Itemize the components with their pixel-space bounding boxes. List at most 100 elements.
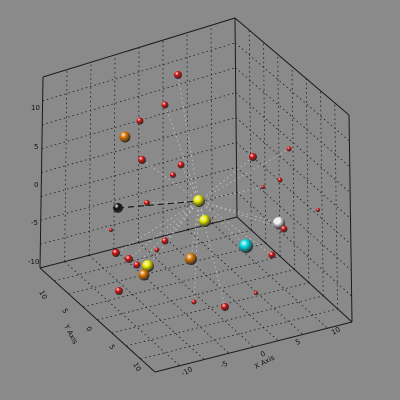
grid-line (83, 255, 281, 308)
grid-line (113, 248, 230, 354)
red-sphere-23 (109, 228, 113, 232)
red-sphere-15 (154, 247, 160, 253)
grid-line (88, 62, 92, 256)
red-sphere-16 (112, 249, 120, 257)
connector-line (128, 200, 200, 260)
x-tick-label: 10 (330, 326, 342, 337)
grid-line (64, 69, 68, 262)
hub-sphere (193, 195, 205, 207)
connector-line (164, 104, 200, 202)
y-tick-label: 10 (37, 289, 48, 301)
connector-layer (115, 74, 290, 308)
x-tick-label: -5 (219, 359, 229, 369)
cyan-sphere (239, 239, 253, 253)
connector-line (115, 200, 200, 254)
connector-line (198, 200, 285, 230)
red-sphere-13 (268, 251, 276, 259)
grid-line (42, 67, 236, 126)
x-tick-label: -10 (180, 365, 194, 377)
z-tick-label: 5 (34, 143, 38, 151)
z-tick-label: -5 (31, 219, 38, 227)
frame-edge (39, 267, 156, 373)
connector-line (198, 200, 247, 247)
grid-line (113, 54, 116, 249)
grid-line (235, 142, 352, 245)
y-axis-title: Y Axis (62, 322, 80, 346)
connector-line (141, 159, 200, 202)
grid-line (235, 67, 351, 168)
grid-line (138, 47, 140, 243)
y-tick-label: 10 (131, 361, 142, 373)
grid-layer (40, 25, 352, 367)
red-sphere-20 (221, 303, 229, 311)
grid-line (291, 66, 295, 270)
red-sphere-4 (138, 156, 146, 164)
x-tick-label: 5 (294, 338, 302, 347)
grid-line (138, 242, 254, 348)
frame-edge (154, 321, 353, 373)
grid-line (111, 282, 309, 334)
grid-line (210, 25, 213, 224)
grid-line (68, 242, 266, 295)
grid-line (41, 117, 237, 173)
y-axis-ticks: 10 5 0 5 10 Y Axis (37, 289, 142, 373)
grid-line (235, 117, 351, 219)
connector-line (198, 200, 273, 256)
y-tick-label: 5 (60, 307, 69, 315)
red-sphere-5 (177, 161, 185, 169)
connector-line (198, 156, 254, 202)
frame-layer (39, 17, 353, 373)
red-sphere-9 (277, 177, 283, 183)
connector-line (177, 74, 200, 202)
frame-edge (39, 76, 44, 269)
y-tick-label: 0 (84, 325, 93, 333)
red-sphere-21 (191, 299, 197, 305)
connector-line (198, 148, 290, 202)
frame-edge (234, 17, 350, 116)
connector-line (193, 200, 200, 303)
red-sphere-8 (286, 146, 292, 152)
grid-line (263, 42, 267, 244)
z-tick-label: 10 (31, 104, 40, 112)
x-tick-label: 0 (259, 350, 267, 359)
connector-line (164, 200, 200, 242)
orange-sphere-1 (119, 131, 131, 143)
x-axis-ticks: -10 -5 0 5 10 X Axis (180, 326, 342, 378)
black-sphere (113, 203, 123, 213)
frame-edge (234, 17, 238, 218)
red-sphere-22 (254, 291, 258, 295)
dashed-link-line (117, 200, 200, 209)
red-sphere-24 (316, 208, 320, 212)
grid-line (236, 191, 352, 297)
grid-line (320, 90, 324, 296)
grid-line (42, 42, 236, 102)
connector-line (190, 200, 200, 260)
red-sphere-11 (144, 200, 150, 206)
grid-line (186, 32, 189, 230)
grid-line (334, 102, 339, 309)
yellow-sphere-3 (142, 260, 154, 272)
frame-edge (42, 17, 236, 78)
yellow-sphere-2 (199, 215, 211, 227)
grid-line (187, 229, 304, 335)
red-sphere-19 (115, 287, 123, 295)
red-sphere-2 (161, 101, 169, 109)
red-sphere-17 (125, 255, 133, 263)
z-tick-label: -10 (28, 258, 39, 266)
grid-line (40, 166, 237, 221)
frame-edge (236, 216, 353, 323)
connector-line (198, 186, 264, 202)
red-sphere-10 (261, 185, 265, 189)
z-tick-label: 0 (34, 181, 38, 189)
connector-line (147, 200, 200, 267)
grid-line (64, 261, 180, 367)
y-tick-label: 5 (107, 343, 116, 351)
red-sphere-3 (136, 117, 144, 125)
grid-line (212, 223, 328, 329)
connector-line (198, 200, 280, 224)
sphere-layer (109, 71, 320, 311)
connector-line (136, 200, 200, 266)
white-sphere (273, 217, 285, 229)
